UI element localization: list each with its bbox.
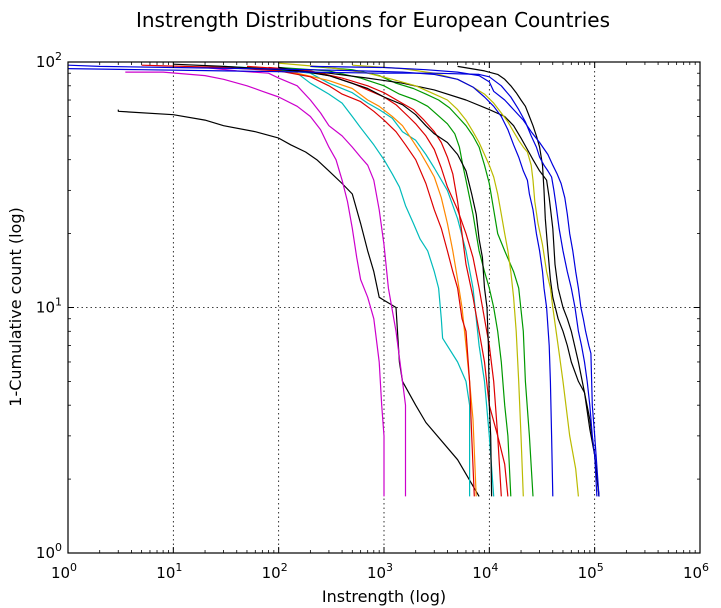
- x-tick-label: 103: [367, 561, 393, 582]
- axis-ticks: 100 101 102 103 104 105 106 100 101 102: [36, 50, 709, 582]
- series-line-18: [67, 68, 598, 497]
- x-tick-label: 101: [156, 561, 182, 582]
- y-tick-label: 100: [36, 541, 62, 562]
- series-line-15: [278, 62, 524, 497]
- series-line-13: [173, 63, 600, 497]
- x-tick-label: 105: [578, 561, 604, 582]
- series-line-11: [310, 65, 534, 497]
- series-line-6: [255, 68, 477, 497]
- series-group: [67, 62, 600, 497]
- series-line-14: [457, 65, 600, 497]
- x-axis-label: Instrength (log): [322, 587, 446, 606]
- grid: [68, 62, 700, 553]
- x-tick-label: 104: [472, 561, 498, 582]
- series-line-7: [141, 64, 475, 497]
- y-tick-label: 102: [36, 50, 62, 71]
- y-tick-label: 101: [36, 296, 62, 317]
- y-axis-label: 1-Cumulative count (log): [6, 207, 25, 406]
- series-line-12: [278, 66, 493, 497]
- x-tick-label: 106: [683, 561, 709, 582]
- x-tick-label: 102: [262, 561, 288, 582]
- series-line-9: [268, 66, 509, 497]
- series-line-10: [278, 66, 512, 497]
- series-line-5: [246, 66, 495, 497]
- series-line-3: [204, 66, 407, 497]
- series-line-2: [125, 71, 385, 497]
- series-line-4: [223, 65, 471, 497]
- series-line-19: [310, 65, 600, 497]
- series-line-17: [67, 64, 554, 497]
- series-line-1: [117, 109, 480, 497]
- chart-title: Instrength Distributions for European Co…: [136, 8, 610, 32]
- x-tick-label: 100: [51, 561, 77, 582]
